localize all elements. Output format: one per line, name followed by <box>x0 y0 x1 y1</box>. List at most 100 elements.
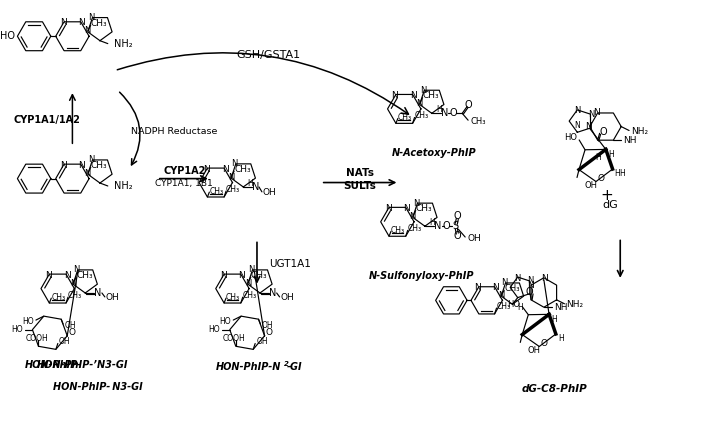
Text: OH: OH <box>256 337 268 346</box>
Text: N: N <box>501 278 508 288</box>
Text: O: O <box>525 287 533 297</box>
Text: CH₃: CH₃ <box>504 284 520 293</box>
Text: O: O <box>266 328 273 338</box>
Text: O: O <box>598 174 604 183</box>
Text: CH₃: CH₃ <box>68 291 82 299</box>
Text: N: N <box>79 161 85 170</box>
Text: OH: OH <box>64 321 76 330</box>
Text: N: N <box>588 110 595 119</box>
Text: HON-PhIP-’N3-GI: HON-PhIP-’N3-GI <box>36 360 128 370</box>
Text: OH: OH <box>467 233 481 242</box>
Text: N: N <box>252 182 259 192</box>
Text: N: N <box>542 274 548 283</box>
Text: HON-PhIP- N3-GI: HON-PhIP- N3-GI <box>53 382 143 392</box>
Text: OH: OH <box>262 321 273 330</box>
Text: NATs: NATs <box>346 168 374 178</box>
Text: N: N <box>248 265 255 275</box>
Text: CYP1A1, 1B1: CYP1A1, 1B1 <box>155 179 213 188</box>
Text: CH₃: CH₃ <box>51 293 65 302</box>
Text: N: N <box>222 165 228 173</box>
Text: N: N <box>527 280 533 290</box>
Text: NH₂: NH₂ <box>566 300 584 309</box>
Text: CH₃: CH₃ <box>242 291 257 299</box>
Text: O: O <box>450 108 457 118</box>
Text: CH₃: CH₃ <box>234 165 251 174</box>
Text: O: O <box>600 127 607 137</box>
Text: dG: dG <box>603 200 618 210</box>
Text: dG-C8-PhIP: dG-C8-PhIP <box>522 384 587 394</box>
Text: H: H <box>608 150 613 159</box>
Text: CH₃: CH₃ <box>391 226 405 235</box>
Text: N: N <box>593 108 600 118</box>
Text: N: N <box>434 221 442 231</box>
Text: OH: OH <box>106 294 120 302</box>
Text: O: O <box>442 221 450 231</box>
Text: 2: 2 <box>284 361 289 367</box>
Text: N: N <box>245 279 251 288</box>
Text: +: + <box>600 188 613 203</box>
Text: O: O <box>454 212 461 221</box>
Text: COOH: COOH <box>25 334 48 343</box>
Text: CYP1A2: CYP1A2 <box>163 166 206 176</box>
Text: NADPH Reductase: NADPH Reductase <box>131 127 218 136</box>
Text: N: N <box>269 288 277 298</box>
Text: N: N <box>474 283 481 292</box>
Text: O: O <box>454 231 461 241</box>
Text: N: N <box>574 106 581 115</box>
Text: N: N <box>403 204 410 213</box>
Text: OH: OH <box>584 181 597 190</box>
Text: HON-PhIP-: HON-PhIP- <box>25 360 82 370</box>
Text: N: N <box>527 277 534 286</box>
Text: N-Acetoxy-PhIP: N-Acetoxy-PhIP <box>391 148 476 158</box>
Text: N: N <box>492 283 499 292</box>
Text: N: N <box>79 18 85 27</box>
Text: HO: HO <box>1 31 16 41</box>
Text: N: N <box>413 199 420 208</box>
Text: N: N <box>94 288 101 298</box>
Text: CYP1A1/1A2: CYP1A1/1A2 <box>13 115 80 125</box>
Text: H: H <box>620 170 625 179</box>
Text: HO: HO <box>220 316 231 326</box>
Text: NH: NH <box>554 303 567 312</box>
Text: N: N <box>238 271 245 280</box>
Text: CH₃: CH₃ <box>415 204 432 213</box>
Text: HO: HO <box>564 134 577 143</box>
Text: N: N <box>84 26 91 36</box>
Text: O: O <box>541 339 547 348</box>
Text: N: N <box>64 271 70 280</box>
Text: N: N <box>586 122 592 131</box>
Text: CH₃: CH₃ <box>226 184 240 194</box>
Text: N: N <box>60 161 67 170</box>
Text: HO: HO <box>208 325 220 334</box>
Text: CH₃: CH₃ <box>91 161 107 170</box>
Text: CH₃: CH₃ <box>226 293 240 302</box>
Text: N: N <box>420 86 427 95</box>
Text: N: N <box>60 18 67 27</box>
Text: N: N <box>515 274 521 283</box>
Text: N: N <box>498 291 504 299</box>
Text: HO: HO <box>11 325 23 334</box>
Text: OH: OH <box>59 337 70 346</box>
Text: HO: HO <box>508 300 520 309</box>
Text: HON-PhIP-N: HON-PhIP-N <box>216 362 281 372</box>
Text: N: N <box>416 99 423 108</box>
Text: CH₃: CH₃ <box>91 19 107 27</box>
Text: H: H <box>247 179 253 187</box>
Text: N: N <box>203 165 210 173</box>
Text: H: H <box>615 170 620 179</box>
Text: N: N <box>411 91 417 100</box>
Text: N: N <box>45 271 52 280</box>
Text: OH: OH <box>263 188 277 198</box>
Text: N-Sulfonyloxy-PhIP: N-Sulfonyloxy-PhIP <box>369 271 474 281</box>
Text: UGT1A1: UGT1A1 <box>269 259 311 269</box>
Text: O: O <box>69 328 76 338</box>
Text: N: N <box>89 155 94 165</box>
Text: H: H <box>518 303 523 312</box>
Text: CH₃: CH₃ <box>496 302 510 310</box>
Text: HO: HO <box>23 316 34 326</box>
Text: H: H <box>551 315 557 324</box>
Text: OH: OH <box>281 294 294 302</box>
Text: NH: NH <box>623 136 637 145</box>
Text: CH₃: CH₃ <box>423 91 439 100</box>
Text: CH₃: CH₃ <box>251 271 267 280</box>
